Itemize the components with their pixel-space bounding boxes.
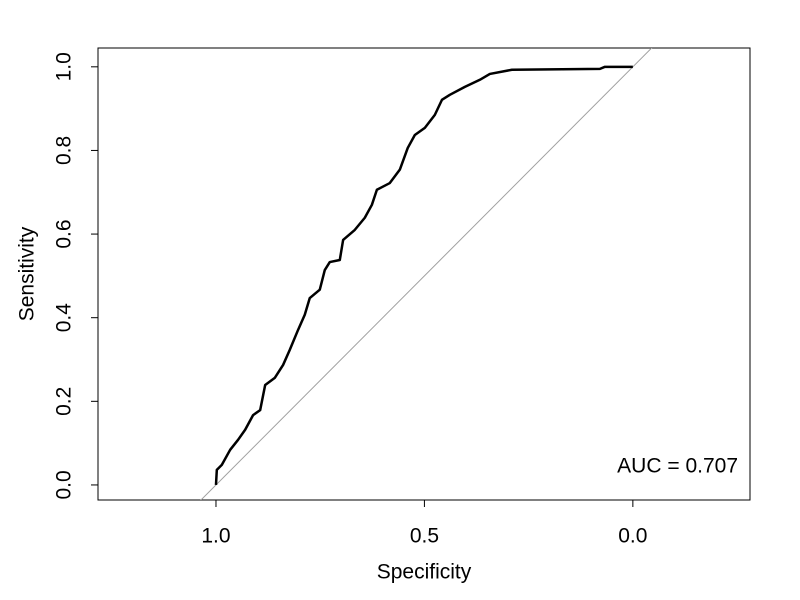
x-axis-label: Specificity — [377, 561, 472, 584]
y-tick-label: 0.2 — [53, 387, 76, 416]
x-tick-label: 1.0 — [201, 525, 230, 548]
y-axis-label: Sensitivity — [16, 226, 39, 321]
reference-line — [200, 48, 653, 500]
y-tick-label: 0.8 — [53, 136, 76, 165]
y-tick-label: 0.4 — [53, 303, 76, 333]
annotation: AUC = 0.707 — [617, 455, 738, 478]
plot-frame — [97, 47, 751, 501]
y-tick-label: 0.6 — [53, 219, 76, 248]
y-tick-label: 0.0 — [53, 470, 76, 499]
x-tick-label: 0.5 — [410, 525, 439, 548]
x-tick-label: 0.0 — [618, 525, 647, 548]
roc-curve — [214, 65, 633, 486]
y-tick-label: 1.0 — [53, 52, 76, 81]
